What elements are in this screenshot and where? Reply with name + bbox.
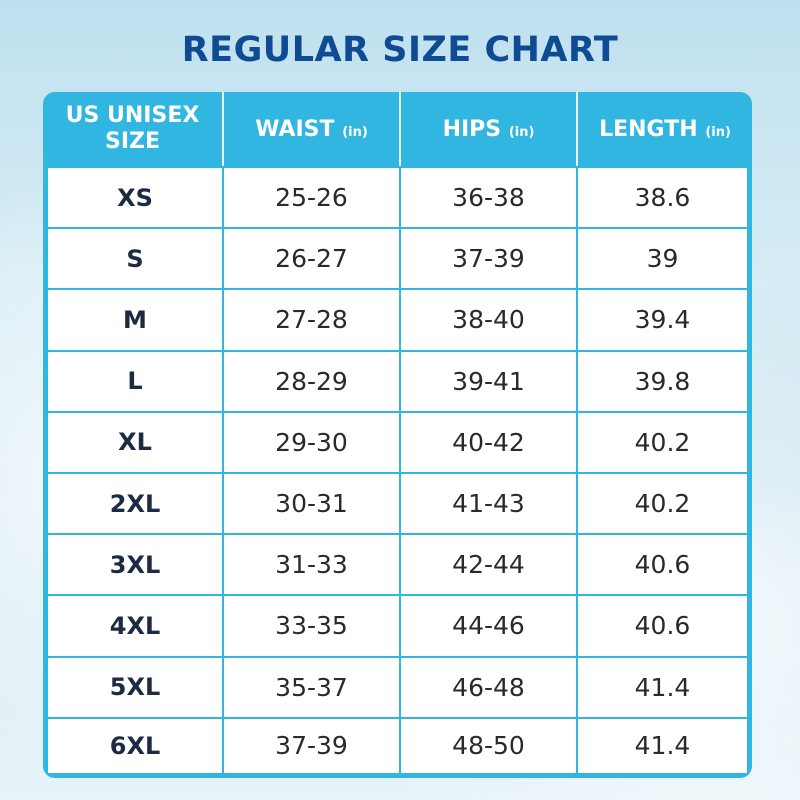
waist-cell: 30-31 xyxy=(224,471,401,534)
hips-cell: 39-41 xyxy=(401,349,578,411)
length-cell: 40.6 xyxy=(578,533,752,595)
size-cell: L xyxy=(43,349,224,411)
table-row: 6XL 37-39 48-50 41.4 xyxy=(43,716,752,778)
table-row: L 28-29 39-41 39.8 xyxy=(43,349,752,411)
length-cell: 39.8 xyxy=(578,349,752,411)
length-cell: 41.4 xyxy=(578,716,752,778)
waist-cell: 35-37 xyxy=(224,655,401,717)
size-cell: XL xyxy=(43,410,224,472)
table-row: 5XL 35-37 46-48 41.4 xyxy=(43,655,752,717)
header-hips: HIPS (in) xyxy=(401,92,578,166)
waist-cell: 28-29 xyxy=(224,349,401,411)
table-row: M 27-28 38-40 39.4 xyxy=(43,288,752,350)
hips-cell: 46-48 xyxy=(401,655,578,717)
waist-cell: 31-33 xyxy=(224,533,401,595)
length-cell: 39.4 xyxy=(578,288,752,350)
size-cell: 4XL xyxy=(43,594,224,656)
size-table: US UNISEX SIZE WAIST (in) HIPS (in) LENG… xyxy=(43,92,752,778)
table-row: 4XL 33-35 44-46 40.6 xyxy=(43,594,752,656)
waist-cell: 37-39 xyxy=(224,716,401,778)
hips-cell: 42-44 xyxy=(401,533,578,595)
hips-cell: 36-38 xyxy=(401,166,578,228)
table-row: XL 29-30 40-42 40.2 xyxy=(43,410,752,472)
length-cell: 38.6 xyxy=(578,166,752,228)
length-cell: 39 xyxy=(578,227,752,289)
chart-title: REGULAR SIZE CHART xyxy=(181,30,619,70)
table-row: 3XL 31-33 42-44 40.6 xyxy=(43,533,752,595)
waist-cell: 33-35 xyxy=(224,594,401,656)
hips-cell: 44-46 xyxy=(401,594,578,656)
table-row: XS 25-26 36-38 38.6 xyxy=(43,166,752,228)
header-row: US UNISEX SIZE WAIST (in) HIPS (in) LENG… xyxy=(43,92,752,166)
waist-cell: 27-28 xyxy=(224,288,401,350)
size-chart-table: US UNISEX SIZE WAIST (in) HIPS (in) LENG… xyxy=(43,92,752,778)
size-cell: 5XL xyxy=(43,655,224,717)
table-row: S 26-27 37-39 39 xyxy=(43,227,752,289)
length-cell: 41.4 xyxy=(578,655,752,717)
size-cell: M xyxy=(43,288,224,350)
size-cell: XS xyxy=(43,166,224,228)
waist-cell: 29-30 xyxy=(224,410,401,472)
table-row: 2XL 30-31 41-43 40.2 xyxy=(43,471,752,534)
header-size: US UNISEX SIZE xyxy=(43,92,224,166)
hips-cell: 40-42 xyxy=(401,410,578,472)
header-length: LENGTH (in) xyxy=(599,116,731,142)
hips-cell: 41-43 xyxy=(401,471,578,534)
header-waist: WAIST (in) xyxy=(224,92,401,166)
length-cell: 40.2 xyxy=(578,410,752,472)
waist-cell: 25-26 xyxy=(224,166,401,228)
waist-cell: 26-27 xyxy=(224,227,401,289)
size-cell: 2XL xyxy=(43,471,224,534)
size-cell: 3XL xyxy=(43,533,224,595)
size-cell: 6XL xyxy=(43,716,224,778)
hips-cell: 38-40 xyxy=(401,288,578,350)
hips-cell: 48-50 xyxy=(401,716,578,778)
length-cell: 40.2 xyxy=(578,471,752,534)
size-cell: S xyxy=(43,227,224,289)
hips-cell: 37-39 xyxy=(401,227,578,289)
length-cell: 40.6 xyxy=(578,594,752,656)
